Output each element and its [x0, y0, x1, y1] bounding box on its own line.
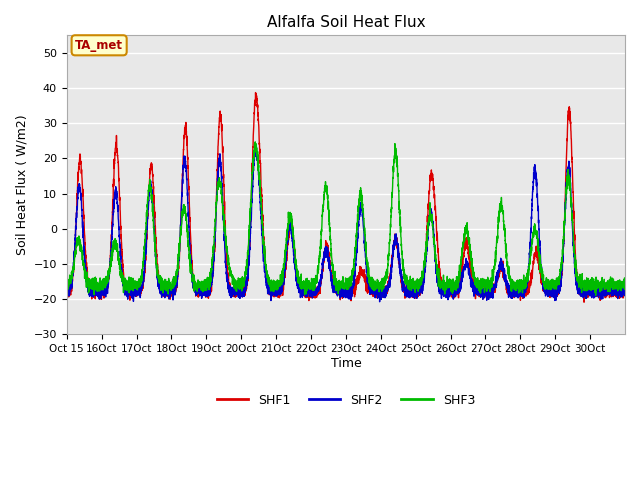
SHF3: [541, 280, 548, 286]
SHF1: [621, 288, 629, 294]
Text: TA_met: TA_met: [75, 39, 123, 52]
SHF3: [527, 246, 534, 252]
Line: SHF2: SHF2: [67, 144, 625, 302]
Line: SHF3: SHF3: [67, 142, 625, 295]
SHF1: [179, 170, 186, 176]
X-axis label: Time: Time: [330, 357, 361, 370]
SHF1: [367, 288, 374, 293]
SHF2: [397, 267, 404, 273]
SHF1: [63, 289, 70, 295]
SHF3: [179, 209, 186, 215]
SHF2: [541, 284, 549, 290]
SHF2: [63, 290, 70, 296]
SHF3: [397, 224, 404, 229]
SHF1: [397, 267, 404, 273]
SHF1: [580, 300, 588, 305]
SHF1: [252, 90, 259, 96]
Line: SHF1: SHF1: [67, 93, 625, 302]
SHF3: [367, 282, 374, 288]
SHF3: [592, 292, 600, 298]
SHF2: [179, 177, 186, 182]
SHF3: [252, 139, 259, 145]
SHF3: [621, 278, 629, 284]
Legend: SHF1, SHF2, SHF3: SHF1, SHF2, SHF3: [212, 389, 480, 411]
SHF2: [367, 288, 374, 294]
SHF1: [541, 287, 548, 292]
SHF3: [499, 209, 507, 215]
Title: Alfalfa Soil Heat Flux: Alfalfa Soil Heat Flux: [267, 15, 425, 30]
SHF2: [376, 299, 383, 305]
SHF2: [499, 262, 507, 267]
Y-axis label: Soil Heat Flux ( W/m2): Soil Heat Flux ( W/m2): [15, 114, 28, 255]
SHF2: [252, 142, 259, 147]
SHF1: [499, 275, 507, 280]
SHF1: [527, 279, 534, 285]
SHF2: [527, 229, 534, 235]
SHF3: [63, 281, 70, 287]
SHF2: [621, 286, 629, 291]
